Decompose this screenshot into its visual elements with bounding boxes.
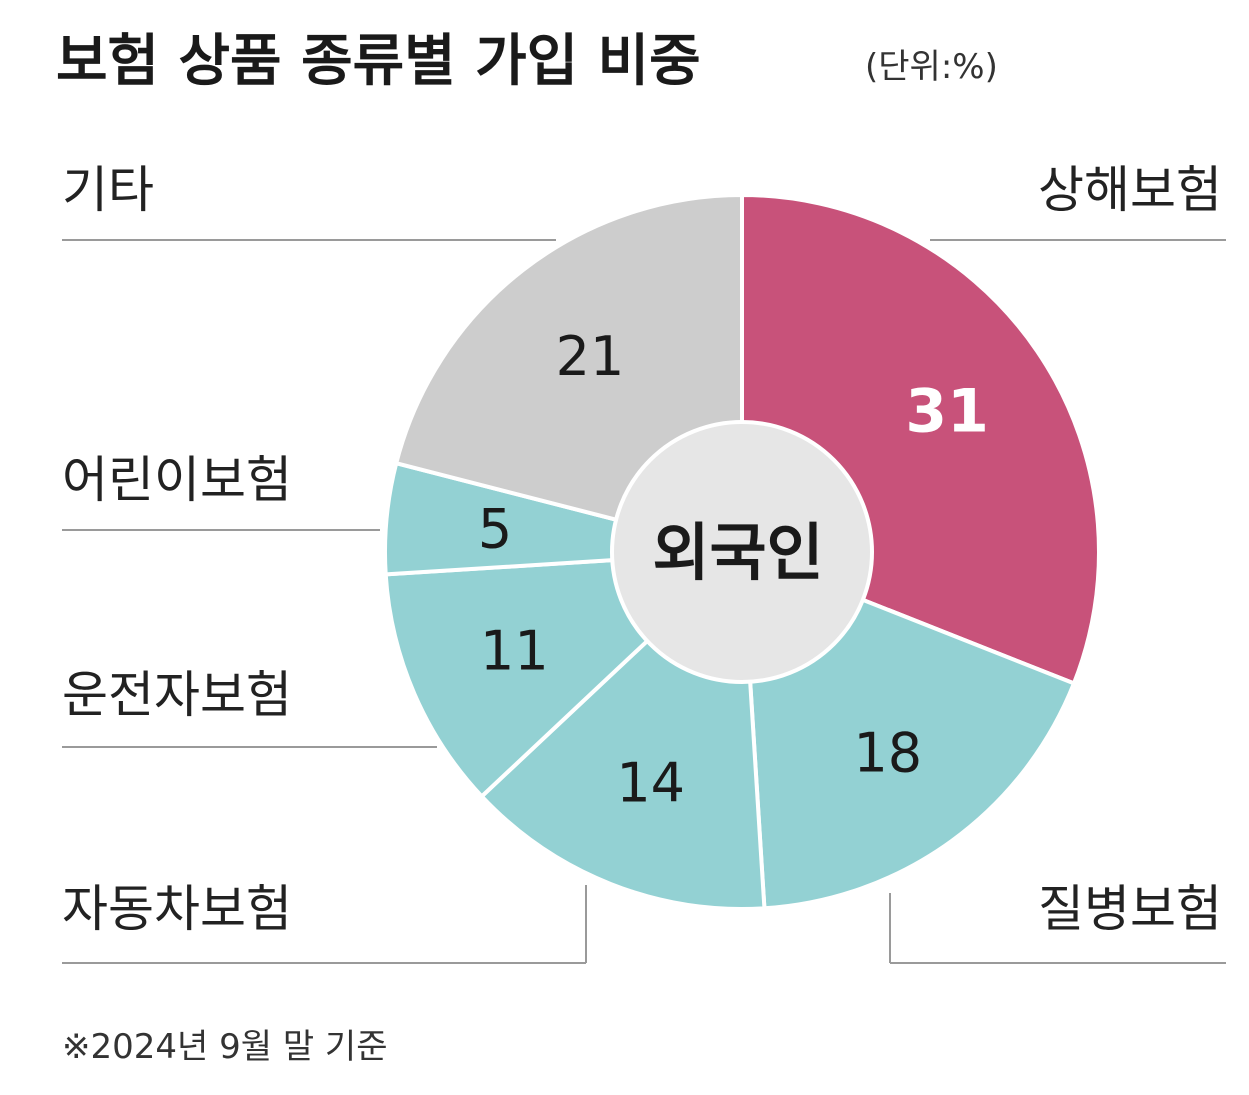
value-labels: 31 18 14 11 5 21 (478, 325, 989, 815)
value-label-1: 31 (905, 377, 989, 447)
chart-title: 보험 상품 종류별 가입 비중 (56, 29, 701, 94)
category-label-4: 운전자보험 (62, 666, 292, 724)
value-label-6: 21 (556, 325, 625, 388)
leader-lines (62, 239, 1226, 964)
donut-hole (610, 420, 874, 684)
value-label-5: 5 (478, 498, 512, 561)
category-label-5: 어린이보험 (62, 451, 292, 509)
center-label: 외국인 (652, 516, 823, 589)
chart-unit: (단위:%) (865, 47, 998, 87)
value-label-2: 18 (853, 722, 922, 785)
category-label-6: 기타 (62, 161, 154, 219)
footnote: ※2024년 9월 말 기준 (62, 1027, 387, 1067)
category-label-2: 질병보험 (1038, 880, 1222, 938)
value-label-3: 14 (616, 752, 685, 815)
category-label-3: 자동차보험 (62, 880, 292, 938)
donut-center: 외국인 (610, 420, 874, 684)
value-label-4: 11 (480, 620, 549, 683)
category-label-1: 상해보험 (1038, 161, 1222, 219)
